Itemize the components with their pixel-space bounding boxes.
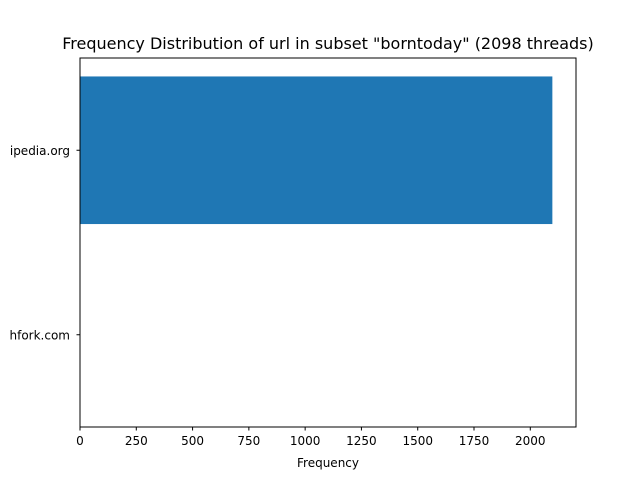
x-tick-label: 500 (181, 434, 204, 448)
x-tick-label: 0 (76, 434, 84, 448)
y-axis-ticks: ipedia.org hfork.com (10, 144, 80, 342)
y-tick-label: ipedia.org (10, 144, 70, 158)
bars-layer (80, 76, 553, 225)
x-axis-ticks: 0 250 500 750 1000 1250 1500 1750 2000 (76, 427, 546, 448)
x-tick-label: 1750 (459, 434, 490, 448)
x-tick-label: 1500 (402, 434, 433, 448)
x-axis-label: Frequency (297, 456, 359, 470)
x-tick-label: 2000 (515, 434, 546, 448)
chart-title: Frequency Distribution of url in subset … (62, 34, 594, 53)
x-tick-label: 250 (125, 434, 148, 448)
x-tick-label: 750 (237, 434, 260, 448)
x-tick-label: 1000 (290, 434, 321, 448)
plot-frame (79, 57, 577, 428)
y-tick-label: hfork.com (10, 328, 71, 342)
bar-0 (80, 76, 553, 225)
x-tick-label: 1250 (346, 434, 377, 448)
